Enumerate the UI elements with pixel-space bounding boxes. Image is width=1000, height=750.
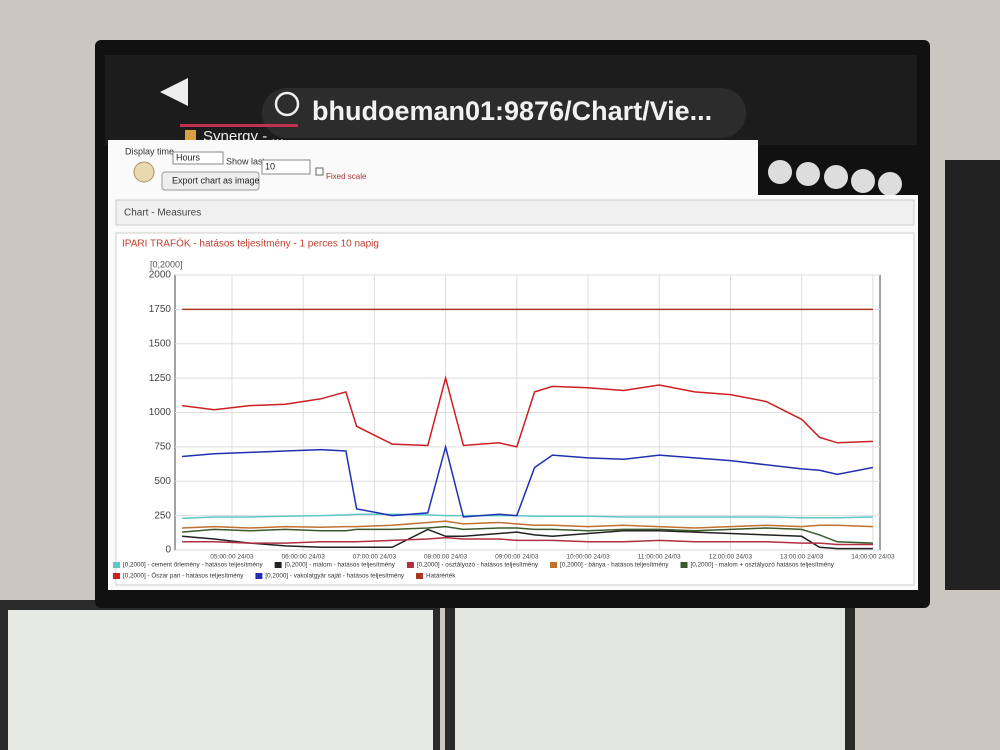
- zoom-button[interactable]: [796, 162, 820, 186]
- show-last-input[interactable]: [261, 159, 311, 175]
- x-tick-label: 13:00:00 24/03: [780, 554, 824, 561]
- lower-screen-left: [8, 610, 433, 750]
- plot: 0 250 500 750 1000 1250 1500 1750 2000 05:00:00 2…: [113, 270, 895, 580]
- legend-swatch: [113, 562, 120, 568]
- globe-icon: [274, 91, 300, 117]
- x-tick-label: 14:00:00 24/03: [851, 554, 895, 561]
- series-line: [182, 528, 873, 550]
- search-button[interactable]: [133, 161, 155, 183]
- tab-icon: [185, 130, 196, 141]
- legend-label: [0,2000] - malom + osztályozó hatásos te…: [691, 562, 835, 569]
- x-tick-label: 07:00:00 24/03: [353, 554, 397, 561]
- legend-swatch: [113, 573, 120, 579]
- display-time-value: Hours: [176, 152, 201, 162]
- x-tick-label: 08:00:00 24/03: [424, 554, 468, 561]
- y-axis-title: [0,2000]: [150, 259, 183, 269]
- series-line: [182, 443, 874, 518]
- lower-screen-right: [455, 603, 845, 750]
- x-tick-label: 05:00:00 24/03: [210, 554, 254, 561]
- address-bar[interactable]: [262, 88, 746, 138]
- y-tick-label: 750: [154, 442, 171, 453]
- show-last-label: Show last: [226, 156, 266, 166]
- series-line: [182, 525, 873, 544]
- fixed-scale-label: Fixed scale: [326, 172, 367, 181]
- fullscreen-button[interactable]: [851, 169, 875, 193]
- menu-button[interactable]: [824, 165, 848, 189]
- x-tick-label: 11:00:00 24/03: [638, 554, 681, 561]
- legend-label: [0,2000] - bánya - hatásos teljesítmény: [560, 562, 669, 569]
- y-tick-label: 1000: [149, 407, 172, 418]
- y-tick-label: 1750: [149, 304, 172, 315]
- export-label: Export chart as image: [172, 175, 260, 185]
- x-tick-label: 10:00:00 24/03: [566, 554, 610, 561]
- legend-label: Határérték: [426, 573, 456, 580]
- fixed-scale-checkbox[interactable]: [315, 167, 324, 176]
- y-tick-label: 0: [165, 545, 171, 556]
- y-tick-label: 1250: [149, 373, 172, 384]
- display-time-label: Display time: [125, 146, 174, 156]
- tab-underline: [180, 124, 298, 127]
- legend-swatch: [416, 573, 424, 579]
- legend-swatch: [680, 562, 688, 568]
- legend-label: [0,2000] - vakolatgyár saját - hatásos t…: [265, 573, 404, 580]
- legend-label: [0,2000] - osztályozó - hatásos teljesít…: [417, 562, 539, 569]
- y-tick-label: 250: [154, 510, 171, 521]
- export-button[interactable]: [161, 171, 260, 191]
- legend-label: [0,2000] - Öszar pari - hatásos teljesít…: [123, 572, 244, 580]
- legend-swatch: [274, 562, 282, 568]
- x-tick-label: 12:00:00 24/03: [709, 554, 753, 561]
- x-tick-label: 09:00:00 24/03: [495, 554, 539, 561]
- legend-label: [0,2000] - malom - hatásos teljesítmény: [285, 562, 396, 569]
- legend-swatch: [550, 562, 558, 568]
- series-line: [182, 375, 873, 448]
- chart-title: IPARI TRAFÓK - hatásos teljesítmény - 1 …: [122, 237, 379, 250]
- series-line: [182, 520, 873, 529]
- url: bhudoeman01:9876/Chart/Vie...: [312, 96, 712, 126]
- legend-swatch: [255, 573, 263, 579]
- y-tick-label: 500: [154, 476, 171, 487]
- legend-label: [0,2000] - cement őrlemény - hatásos tel…: [123, 562, 263, 569]
- close-button[interactable]: [878, 172, 902, 196]
- display-time-select[interactable]: [172, 151, 224, 165]
- y-tick-label: 2000: [149, 270, 172, 281]
- panel-header: [115, 199, 915, 226]
- panel-title: Chart - Measures: [124, 208, 201, 219]
- side-monitor: [945, 160, 1000, 590]
- y-tick-label: 1500: [149, 338, 172, 349]
- x-tick-label: 06:00:00 24/03: [281, 554, 325, 561]
- series-line: [182, 536, 873, 546]
- back-button[interactable]: [160, 78, 188, 106]
- tool-button[interactable]: [768, 160, 792, 184]
- show-last-value: 10: [265, 161, 275, 171]
- legend-swatch: [406, 562, 414, 568]
